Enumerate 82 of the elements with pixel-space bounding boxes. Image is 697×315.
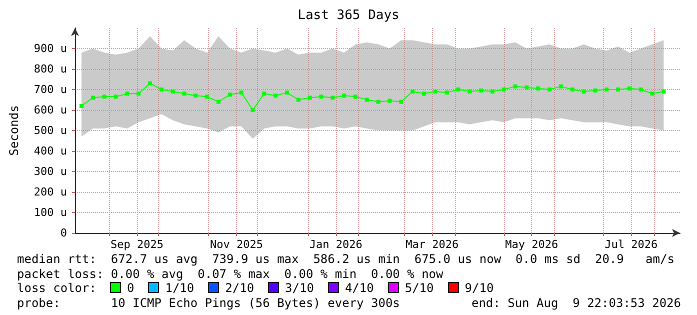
point bbox=[216, 100, 221, 104]
point bbox=[650, 92, 654, 96]
point bbox=[90, 96, 95, 100]
point bbox=[353, 94, 358, 99]
point bbox=[262, 92, 266, 96]
point bbox=[444, 90, 449, 95]
point bbox=[638, 88, 643, 92]
point bbox=[662, 90, 666, 94]
y-tick-label: 800 u bbox=[34, 62, 67, 76]
point bbox=[558, 84, 563, 88]
point bbox=[136, 92, 141, 96]
text: 0 bbox=[127, 281, 134, 295]
y-tick-label: 200 u bbox=[34, 186, 67, 198]
point bbox=[148, 81, 152, 86]
chart-title: Last 365 Days bbox=[298, 8, 400, 23]
point bbox=[102, 94, 106, 99]
point bbox=[582, 90, 586, 94]
point bbox=[319, 94, 324, 99]
y-tick-label: 600 u bbox=[34, 104, 67, 116]
point bbox=[159, 88, 164, 92]
point bbox=[194, 94, 198, 98]
y-tick-label: 300 u bbox=[34, 165, 67, 178]
x-tick-label: May 2026 bbox=[505, 238, 558, 251]
point bbox=[422, 92, 426, 96]
point bbox=[364, 98, 369, 102]
point bbox=[627, 86, 632, 90]
point bbox=[205, 94, 210, 99]
point bbox=[468, 90, 472, 94]
text: end: Sun Aug 9 22:03:53 2026 bbox=[471, 296, 681, 310]
point bbox=[433, 90, 438, 94]
point bbox=[570, 88, 574, 92]
point bbox=[308, 96, 312, 100]
x-tick-label: Jul 2026 bbox=[604, 238, 658, 251]
point bbox=[593, 88, 598, 93]
text: 3/10 bbox=[285, 281, 314, 295]
point bbox=[388, 98, 392, 103]
point bbox=[490, 90, 494, 94]
y-tick-label: 0 bbox=[60, 226, 67, 240]
y-tick-label: 500 u bbox=[34, 124, 67, 137]
point bbox=[342, 94, 346, 98]
point bbox=[376, 100, 380, 104]
y-tick-label: 900 u bbox=[34, 42, 67, 55]
point bbox=[502, 88, 506, 92]
point bbox=[228, 92, 232, 97]
point bbox=[170, 90, 175, 94]
point bbox=[274, 94, 278, 98]
point bbox=[410, 90, 415, 94]
point bbox=[80, 104, 84, 108]
point bbox=[250, 108, 255, 112]
point bbox=[479, 88, 484, 93]
text: packet loss: 0.00 % avg 0.07 % max 0.00 % min 0.00 % now bbox=[17, 267, 444, 281]
point bbox=[616, 88, 620, 92]
text: 9/10 bbox=[464, 281, 494, 295]
y-axis-title: Seconds bbox=[7, 105, 21, 156]
y-tick-label: 400 u bbox=[34, 144, 67, 158]
point bbox=[330, 96, 335, 100]
point bbox=[239, 90, 244, 95]
point bbox=[536, 86, 540, 90]
x-tick-label: Jan 2026 bbox=[309, 238, 362, 251]
text: median rtt: 672.7 us avg 739.9 us max 586.2 us min 675.0 us now 0.0 ms sd 20.9 am/s bbox=[17, 252, 674, 266]
text: 5/10 bbox=[404, 281, 434, 295]
x-tick-label: Sep 2025 bbox=[110, 238, 164, 251]
point bbox=[399, 100, 404, 104]
point bbox=[125, 92, 130, 96]
point bbox=[296, 98, 300, 102]
text: 1/10 bbox=[165, 281, 194, 295]
text: probe: 10 ICMP Echo Pings (56 Bytes) every 300s bbox=[17, 296, 400, 310]
y-tick-label: 700 u bbox=[34, 83, 67, 96]
point bbox=[182, 92, 186, 96]
point bbox=[548, 88, 552, 92]
point bbox=[524, 85, 529, 90]
point bbox=[604, 88, 609, 92]
x-tick-label: Mar 2026 bbox=[406, 238, 459, 251]
point bbox=[456, 88, 460, 92]
point bbox=[114, 94, 118, 99]
point bbox=[513, 84, 518, 88]
x-tick-label: Nov 2025 bbox=[210, 238, 263, 251]
point bbox=[284, 90, 289, 95]
text: 2/10 bbox=[225, 281, 254, 295]
y-tick-label: 100 u bbox=[34, 206, 67, 219]
text: loss color: bbox=[17, 281, 98, 295]
text: 4/10 bbox=[344, 281, 374, 295]
